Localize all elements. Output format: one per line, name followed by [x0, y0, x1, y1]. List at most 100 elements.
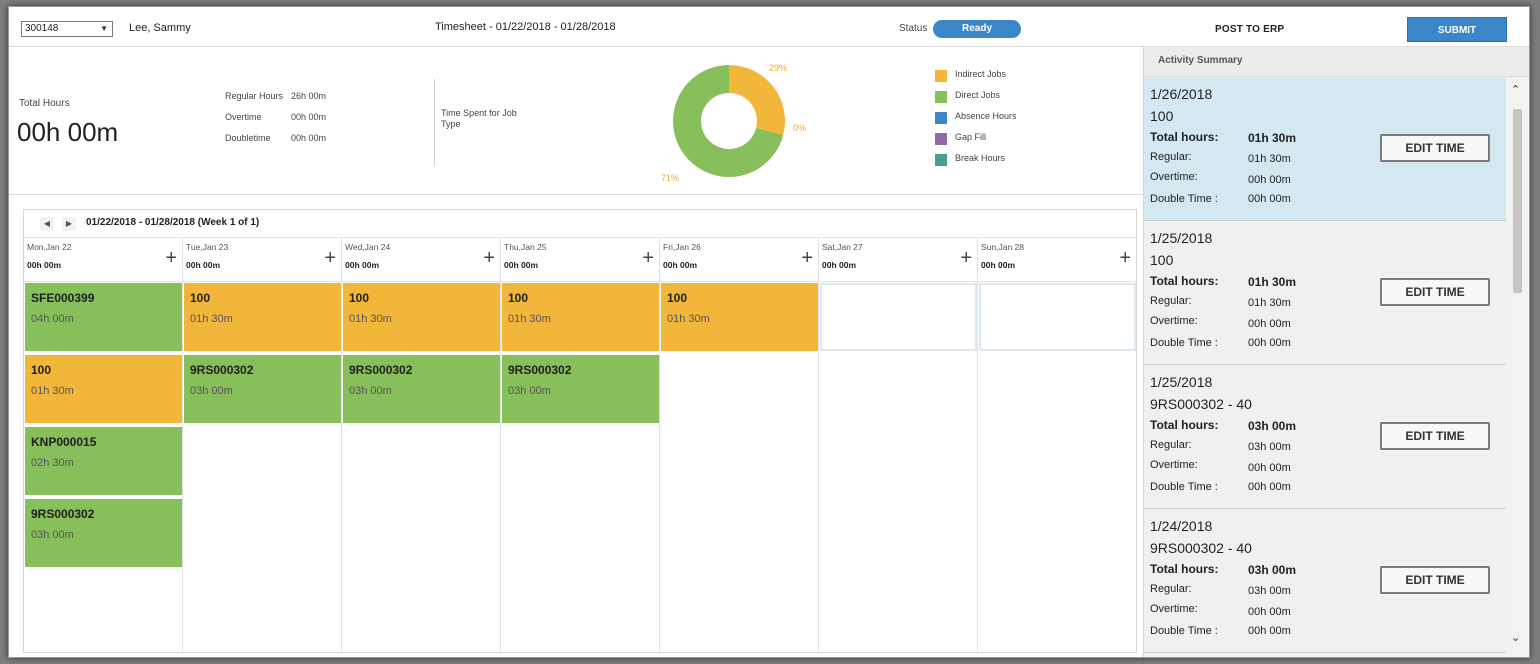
regular-value: 01h 30m — [1248, 153, 1291, 165]
time-entry[interactable]: 9RS000302 03h 00m — [25, 499, 182, 567]
activity-summary-header: Activity Summary — [1144, 47, 1529, 77]
activity-date: 1/24/2018 — [1150, 518, 1213, 534]
day-name: Thu,Jan 25 — [504, 242, 547, 252]
day-name: Mon,Jan 22 — [27, 242, 72, 252]
double-time-label: Double Time : — [1150, 193, 1218, 205]
overtime-value: 00h 00m — [1248, 462, 1291, 474]
regular-label: Regular: — [1150, 151, 1192, 163]
day-name: Sat,Jan 27 — [822, 242, 863, 252]
activity-card[interactable]: 1/25/2018 9RS000302 - 40 Total hours: 03h 0… — [1144, 366, 1506, 509]
timesheet-window: 300148 ▼ Lee, Sammy Timesheet - 01/22/20… — [8, 6, 1530, 658]
activity-card[interactable]: 1/24/2018 9RS000302 - 40 Total hours: 03h 0… — [1144, 510, 1506, 653]
day-header: Thu,Jan 25 00h 00m + — [501, 238, 660, 282]
entry-code: 100 — [31, 363, 52, 377]
add-entry-icon[interactable]: + — [960, 247, 972, 269]
add-entry-icon[interactable]: + — [324, 247, 336, 269]
entry-code: 100 — [190, 291, 211, 305]
activity-card[interactable]: 1/26/2018 100 Total hours: 01h 30m Regular: 0… — [1144, 78, 1506, 221]
regular-hours-row: Regular Hours 26h 00m — [225, 91, 326, 101]
day-header: Mon,Jan 22 00h 00m + — [24, 238, 183, 282]
scroll-thumb[interactable] — [1513, 109, 1522, 293]
regular-label: Regular: — [1150, 439, 1192, 451]
time-entry[interactable]: 100 01h 30m — [661, 283, 818, 351]
calendar-header: ◀ ▶ 01/22/2018 - 01/28/2018 (Week 1 of 1… — [24, 210, 1136, 238]
activity-date: 1/26/2018 — [1150, 86, 1213, 102]
time-entry[interactable]: 9RS000302 03h 00m — [343, 355, 500, 423]
doubletime-label: Doubletime — [225, 133, 271, 143]
add-entry-icon[interactable]: + — [801, 247, 813, 269]
pct-label-direct: 71% — [661, 173, 680, 183]
activity-summary-panel: Activity Summary 1/26/2018 100 Total hours… — [1143, 47, 1529, 657]
day-total: 00h 00m — [663, 260, 698, 270]
overtime-value: 00h 00m — [1248, 318, 1291, 330]
total-hours-value: 01h 30m — [1248, 131, 1297, 145]
regular-hours-label: Regular Hours — [225, 91, 284, 101]
overtime-value: 00h 00m — [1248, 174, 1291, 186]
donut-slice — [673, 65, 784, 177]
overtime-label: Overtime — [225, 112, 262, 122]
legend-swatch — [935, 70, 947, 82]
edit-time-button[interactable]: EDIT TIME — [1380, 566, 1490, 594]
empty-slot[interactable] — [820, 283, 977, 351]
post-to-erp-button[interactable]: POST TO ERP — [1215, 24, 1285, 35]
activity-card[interactable]: 1/25/2018 100 Total hours: 01h 30m Regular: 0… — [1144, 222, 1506, 365]
time-entry[interactable]: 9RS000302 03h 00m — [184, 355, 341, 423]
regular-value: 03h 00m — [1248, 441, 1291, 453]
regular-label: Regular: — [1150, 583, 1192, 595]
next-week-icon[interactable]: ▶ — [62, 217, 76, 231]
entry-duration: 01h 30m — [508, 313, 551, 325]
add-entry-icon[interactable]: + — [165, 247, 177, 269]
prev-week-icon[interactable]: ◀ — [40, 217, 54, 231]
entry-code: 100 — [667, 291, 688, 305]
entry-code: 9RS000302 — [31, 507, 95, 521]
regular-value: 03h 00m — [1248, 585, 1291, 597]
activity-date: 1/25/2018 — [1150, 230, 1213, 246]
time-entry[interactable]: SFE000399 04h 00m — [25, 283, 182, 351]
add-entry-icon[interactable]: + — [642, 247, 654, 269]
legend-label: Gap Fill — [955, 132, 987, 142]
time-entry[interactable]: KNP000015 02h 30m — [25, 427, 182, 495]
day-column: Sat,Jan 27 00h 00m + — [819, 238, 978, 652]
double-time-value: 00h 00m — [1248, 337, 1291, 349]
doubletime-value: 00h 00m — [291, 133, 327, 143]
day-name: Wed,Jan 24 — [345, 242, 391, 252]
edit-time-button[interactable]: EDIT TIME — [1380, 278, 1490, 306]
day-column: Mon,Jan 22 00h 00m + SFE000399 04h 00m 100 01h… — [24, 238, 183, 652]
entry-code: 9RS000302 — [190, 363, 254, 377]
time-entry[interactable]: 100 01h 30m — [343, 283, 500, 351]
time-entry[interactable]: 100 01h 30m — [25, 355, 182, 423]
scroll-down-icon[interactable]: ⌄ — [1511, 632, 1521, 644]
edit-time-button[interactable]: EDIT TIME — [1380, 134, 1490, 162]
employee-select[interactable]: 300148 ▼ — [21, 21, 113, 37]
time-entry[interactable]: 100 01h 30m — [502, 283, 659, 351]
entry-duration: 01h 30m — [349, 313, 392, 325]
activity-date: 1/25/2018 — [1150, 374, 1213, 390]
entry-duration: 03h 00m — [349, 385, 392, 397]
regular-value: 01h 30m — [1248, 297, 1291, 309]
doubletime-row: Doubletime 00h 00m — [225, 133, 326, 143]
overtime-value: 00h 00m — [1248, 606, 1291, 618]
job-type-donut-chart — [673, 65, 785, 177]
edit-time-button[interactable]: EDIT TIME — [1380, 422, 1490, 450]
employee-id: 300148 — [25, 23, 59, 34]
day-total: 00h 00m — [981, 260, 1016, 270]
day-name: Fri,Jan 26 — [663, 242, 701, 252]
time-entry[interactable]: 9RS000302 03h 00m — [502, 355, 659, 423]
empty-slot[interactable] — [979, 283, 1136, 351]
total-hours-value: 01h 30m — [1248, 275, 1297, 289]
day-column: Wed,Jan 24 00h 00m +100 01h 30m 9RS000302 03h… — [342, 238, 501, 652]
add-entry-icon[interactable]: + — [1119, 247, 1131, 269]
activity-scrollbar[interactable]: ⌃ ⌄ — [1508, 83, 1526, 653]
time-entry[interactable]: 100 01h 30m — [184, 283, 341, 351]
submit-button[interactable]: SUBMIT — [1407, 17, 1507, 42]
overtime-value: 00h 00m — [291, 112, 327, 122]
double-time-value: 00h 00m — [1248, 481, 1291, 493]
scroll-up-icon[interactable]: ⌃ — [1511, 84, 1521, 96]
activity-job: 9RS000302 - 40 — [1150, 396, 1252, 412]
add-entry-icon[interactable]: + — [483, 247, 495, 269]
week-label: 01/22/2018 - 01/28/2018 (Week 1 of 1) — [86, 217, 260, 228]
day-header: Tue,Jan 23 00h 00m + — [183, 238, 342, 282]
total-hours-value: 00h 00m — [17, 117, 119, 147]
overtime-row: Overtime 00h 00m — [225, 112, 326, 122]
legend-label: Break Hours — [955, 153, 1006, 163]
